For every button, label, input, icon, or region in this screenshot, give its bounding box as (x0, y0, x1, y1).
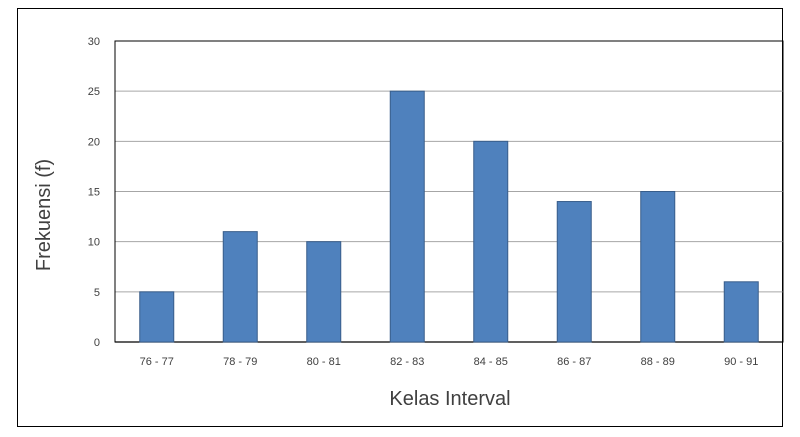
bar-80-81 (306, 241, 342, 343)
bar-88-89 (640, 191, 676, 343)
y-tick-labels: 0 5 10 15 20 25 30 (88, 36, 100, 349)
bar-78-79 (222, 231, 258, 343)
x-tick-label: 78 - 79 (223, 356, 257, 368)
x-tick-label: 86 - 87 (557, 356, 591, 368)
y-tick-label: 5 (94, 287, 100, 299)
x-tick-label: 82 - 83 (390, 356, 424, 368)
y-tick-label: 30 (88, 36, 100, 48)
plot-area-border (114, 40, 784, 343)
y-tick-label: 10 (88, 237, 100, 249)
x-axis-title: Kelas Interval (389, 388, 510, 410)
gridlines (114, 40, 784, 343)
x-tick-label: 76 - 77 (140, 356, 174, 368)
x-tick-label: 84 - 85 (474, 356, 508, 368)
x-tick-labels: 76 - 77 78 - 79 80 - 81 82 - 83 84 - 85 86 - … (140, 356, 759, 368)
bar-76-77 (139, 291, 175, 343)
x-tick-label: 80 - 81 (307, 356, 341, 368)
x-tick-label: 90 - 91 (724, 356, 758, 368)
bars (139, 90, 759, 343)
x-tick-label: 88 - 89 (641, 356, 675, 368)
bar-84-85 (473, 140, 509, 343)
y-tick-label: 20 (88, 136, 100, 148)
bar-90-91 (723, 281, 759, 343)
bar-86-87 (556, 201, 592, 343)
y-tick-label: 0 (94, 337, 100, 349)
bar-82-83 (389, 90, 425, 343)
y-axis-title: Frekuensi (f) (33, 159, 55, 271)
y-tick-label: 15 (88, 187, 100, 199)
y-tick-label: 25 (88, 86, 100, 98)
